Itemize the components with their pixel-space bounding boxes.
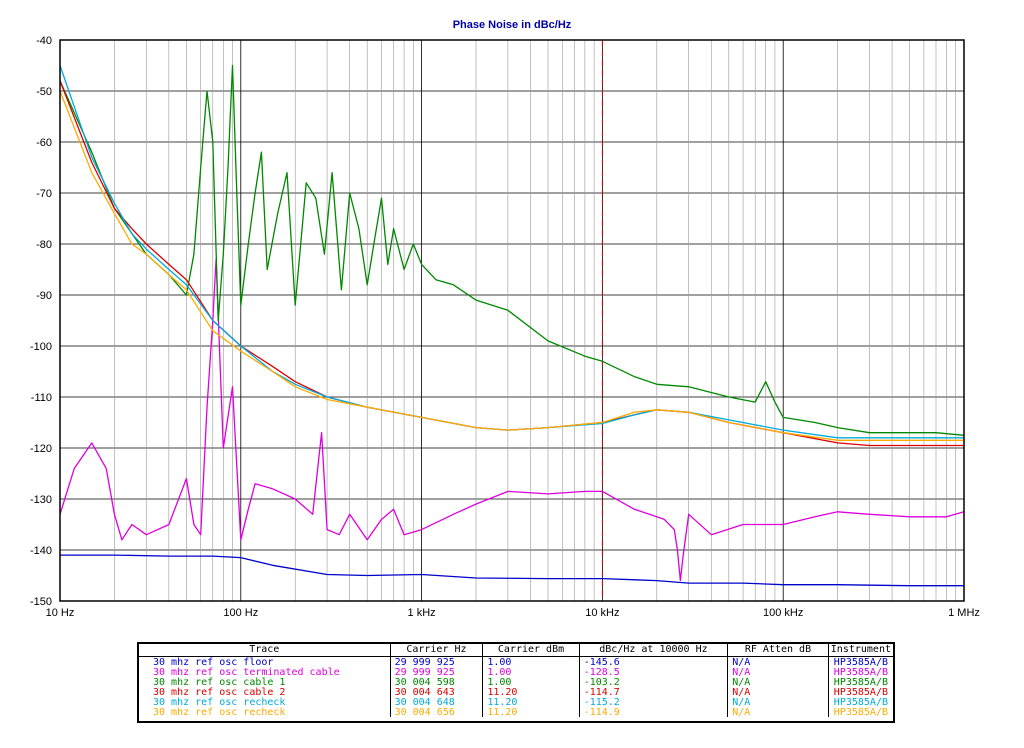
legend-cell-instrument: HP3585A/B: [827, 667, 893, 677]
legend-row: 30 mhz ref osc floor 29 999 925 1.00 -145.6…: [139, 656, 893, 668]
legend-cell-carrier-dbm: 1.00: [482, 656, 580, 667]
series-line: [59, 64, 965, 436]
legend-row: 30 mhz ref osc recheck 30 004 656 11.20 -11…: [139, 707, 893, 717]
legend-row: 30 mhz ref osc terminated cable 29 999 92…: [139, 667, 893, 677]
x-tick-label: 100 Hz: [223, 607, 258, 619]
legend-row: 30 mhz ref osc cable 2 30 004 643 11.20 -11…: [139, 687, 893, 697]
legend-cell-atten: N/A: [727, 656, 829, 667]
legend-cell-atten: N/A: [727, 677, 829, 687]
legend-cell-dbc: -145.6: [578, 656, 728, 667]
series-line: [60, 554, 964, 587]
phase-noise-chart: Phase Noise in dBc/Hz -40 -50 -60 -70 -80 -90…: [30, 19, 980, 619]
y-tick-label: -130: [30, 494, 52, 506]
legend-header-carrier-dbm: Carrier dBm: [482, 644, 580, 657]
legend-row: 30 mhz ref osc cable 1 30 004 598 1.00 -103…: [139, 677, 893, 687]
legend-header-row: Trace Carrier Hz Carrier dBm dBc/Hz at 1…: [139, 644, 893, 657]
legend-cell-carrier-hz: 29 999 925: [389, 656, 483, 667]
series-line: [59, 90, 964, 441]
y-tick-label: -80: [36, 239, 52, 251]
legend-cell-carrier-dbm: 1.00: [482, 677, 580, 687]
series-line: [59, 258, 965, 582]
grid-lines: [60, 39, 964, 602]
legend-row: 30 mhz ref osc recheck 30 004 648 11.20 -11…: [139, 697, 893, 707]
legend-table: Trace Carrier Hz Carrier dBm dBc/Hz at 1…: [137, 642, 895, 723]
legend-cell-instrument: HP3585A/B: [827, 656, 893, 667]
legend-cell-carrier-dbm: 11.20: [482, 697, 580, 707]
legend-cell-instrument: HP3585A/B: [827, 697, 893, 707]
legend-cell-dbc: -103.2: [578, 677, 728, 687]
legend-cell-trace: 30 mhz ref osc cable 2: [153, 686, 286, 698]
legend-cell-atten: N/A: [727, 697, 829, 707]
x-tick-label: 1 kHz: [408, 607, 436, 619]
legend-cell-carrier-dbm: 1.00: [482, 667, 580, 677]
legend-header-trace: Trace: [139, 644, 391, 657]
y-tick-label: -90: [36, 290, 52, 302]
y-tick-label: -40: [36, 35, 52, 47]
legend-cell-carrier-hz: 30 004 598: [389, 677, 483, 687]
legend-cell-carrier-hz: 30 004 648: [389, 697, 483, 707]
x-axis-ticks: 10 Hz 100 Hz 1 kHz 10 kHz 100 kHz 1 MHz: [46, 607, 980, 619]
series-line: [59, 65, 964, 439]
y-tick-label: -110: [31, 392, 52, 404]
y-axis-ticks: -40 -50 -60 -70 -80 -90 -100 -110 -120 -130 -140 -1…: [30, 35, 52, 608]
series-line: [59, 80, 964, 447]
y-tick-label: -120: [30, 443, 52, 455]
legend-cell-instrument: HP3585A/B: [827, 677, 893, 687]
legend-cell-carrier-hz: 30 004 656: [389, 707, 483, 717]
y-tick-label: -50: [36, 86, 52, 98]
legend-cell-atten: N/A: [727, 707, 829, 717]
legend-cell-trace: 30 mhz ref osc cable 1: [153, 676, 286, 688]
legend-cell-instrument: HP3585A/B: [827, 687, 893, 697]
legend-header-carrier-hz: Carrier Hz: [389, 644, 483, 657]
legend-cell-atten: N/A: [727, 667, 829, 677]
y-tick-label: -100: [30, 341, 52, 353]
x-tick-label: 100 kHz: [763, 607, 803, 619]
y-tick-label: -70: [36, 188, 52, 200]
chart-title: Phase Noise in dBc/Hz: [453, 19, 572, 31]
legend-cell-dbc: -115.2: [578, 697, 728, 707]
plot-area-border: [59, 39, 965, 602]
legend-header-instrument: Instrument: [827, 644, 893, 657]
legend-cell-carrier-hz: 29 999 925: [389, 667, 483, 677]
legend-header-dbc: dBc/Hz at 10000 Hz: [578, 644, 728, 657]
legend-header-rf-atten: RF Atten dB: [727, 644, 829, 657]
x-tick-label: 10 Hz: [46, 607, 75, 619]
legend-cell-carrier-hz: 30 004 643: [389, 687, 483, 697]
legend-cell-atten: N/A: [727, 687, 829, 697]
x-tick-label: 10 kHz: [585, 607, 619, 619]
y-tick-label: -150: [30, 596, 52, 608]
legend-cell-trace: 30 mhz ref osc recheck: [153, 706, 286, 718]
y-tick-label: -140: [30, 545, 52, 557]
legend-cell-trace: 30 mhz ref osc recheck: [153, 696, 286, 708]
legend-cell-dbc: -114.7: [578, 687, 728, 697]
legend-cell-dbc: -114.9: [578, 707, 728, 717]
y-tick-label: -60: [36, 137, 52, 149]
legend-cell-carrier-dbm: 11.20: [482, 707, 580, 717]
x-tick-label: 1 MHz: [948, 607, 980, 619]
legend-cell-trace: 30 mhz ref osc terminated cable: [153, 666, 340, 678]
series-group: [59, 64, 965, 587]
legend-cell-instrument: HP3585A/B: [827, 707, 893, 717]
legend-cell-dbc: -128.5: [578, 667, 728, 677]
legend-cell-carrier-dbm: 11.20: [482, 687, 580, 697]
legend-cell-trace: 30 mhz ref osc floor: [153, 656, 274, 668]
